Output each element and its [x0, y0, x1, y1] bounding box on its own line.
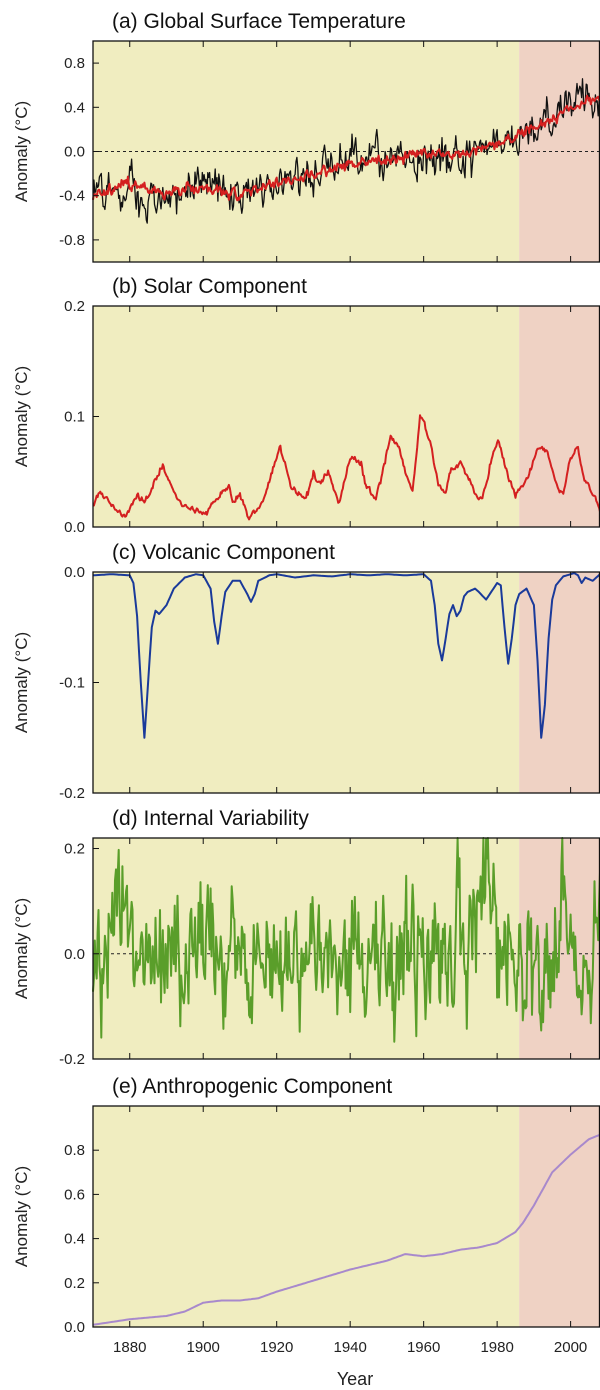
- x-tick-label: 1980: [480, 1339, 513, 1356]
- y-axis-label: Anomaly (°C): [12, 632, 31, 733]
- y-axis-label: Anomaly (°C): [12, 898, 31, 999]
- y-axis-label: Anomaly (°C): [12, 366, 31, 467]
- x-tick-label: 1920: [260, 1339, 293, 1356]
- background-recent: [519, 306, 600, 527]
- y-tick-label: -0.8: [59, 232, 85, 249]
- panel-3: (c) Volcanic Component 0.0 -0.1 -0.2 Anomaly…: [12, 541, 600, 802]
- panels: (a) Global Surface Temperature 0.8 0.4 0.0 -…: [12, 10, 600, 1356]
- series-line-volcanic: [92, 572, 600, 739]
- y-axis-label: Anomaly (°C): [12, 101, 31, 202]
- panel-title: (a) Global Surface Temperature: [112, 10, 406, 33]
- y-tick-label: 0.1: [64, 409, 85, 426]
- panel-title: (c) Volcanic Component: [112, 541, 335, 564]
- x-tick-label: 1960: [407, 1339, 440, 1356]
- x-tick-label: 1940: [333, 1339, 366, 1356]
- x-tick-label: 2000: [554, 1339, 587, 1356]
- x-tick-labels: 1880 1900 1920 1940 1960 1980 2000: [113, 1339, 587, 1356]
- x-axis-label: Year: [337, 1369, 373, 1389]
- panel-title: (b) Solar Component: [112, 275, 307, 298]
- panel-title: (d) Internal Variability: [112, 807, 309, 830]
- y-tick-label: -0.1: [59, 675, 85, 692]
- y-tick-label: -0.4: [59, 188, 85, 205]
- y-tick-label: -0.2: [59, 1051, 85, 1068]
- panel-2: (b) Solar Component 0.2 0.1 0.0 Anomaly (°C): [12, 275, 600, 536]
- x-tick-label: 1880: [113, 1339, 146, 1356]
- panel-4: (d) Internal Variability 0.2 0.0 -0.2 Anomal…: [12, 807, 600, 1068]
- panel-5: (e) Anthropogenic Component 0.8 0.6 0.4 0.2 0…: [12, 1075, 600, 1336]
- series-line-anthropogenic: [92, 1133, 600, 1326]
- background-early: [93, 572, 520, 793]
- panel-1: (a) Global Surface Temperature 0.8 0.4 0.0 -…: [12, 10, 600, 263]
- y-axis-label: Anomaly (°C): [12, 1166, 31, 1267]
- y-tick-label: 0.6: [64, 1186, 85, 1203]
- y-tick-label: 0.2: [64, 298, 85, 315]
- y-tick-label: 0.0: [64, 564, 85, 581]
- y-tick-label: 0.2: [64, 1275, 85, 1292]
- background-recent: [519, 1106, 600, 1327]
- background-recent: [519, 572, 600, 793]
- background-early: [93, 1106, 520, 1327]
- y-tick-label: 0.0: [64, 946, 85, 963]
- y-tick-label: 0.8: [64, 1142, 85, 1159]
- x-tick-label: 1900: [187, 1339, 220, 1356]
- y-tick-label: 0.0: [64, 1319, 85, 1336]
- panel-title: (e) Anthropogenic Component: [112, 1075, 392, 1098]
- y-tick-label: 0.4: [64, 99, 85, 116]
- series-line-internal: [92, 837, 600, 1043]
- series-line-fitted: [92, 94, 600, 202]
- y-tick-label: 0.2: [64, 841, 85, 858]
- y-tick-label: -0.2: [59, 785, 85, 802]
- y-tick-label: 0.8: [64, 55, 85, 72]
- y-tick-label: 0.4: [64, 1231, 85, 1248]
- y-tick-label: 0.0: [64, 519, 85, 536]
- background-early: [93, 306, 520, 527]
- series-line-solar: [92, 414, 600, 521]
- y-tick-label: 0.0: [64, 144, 85, 161]
